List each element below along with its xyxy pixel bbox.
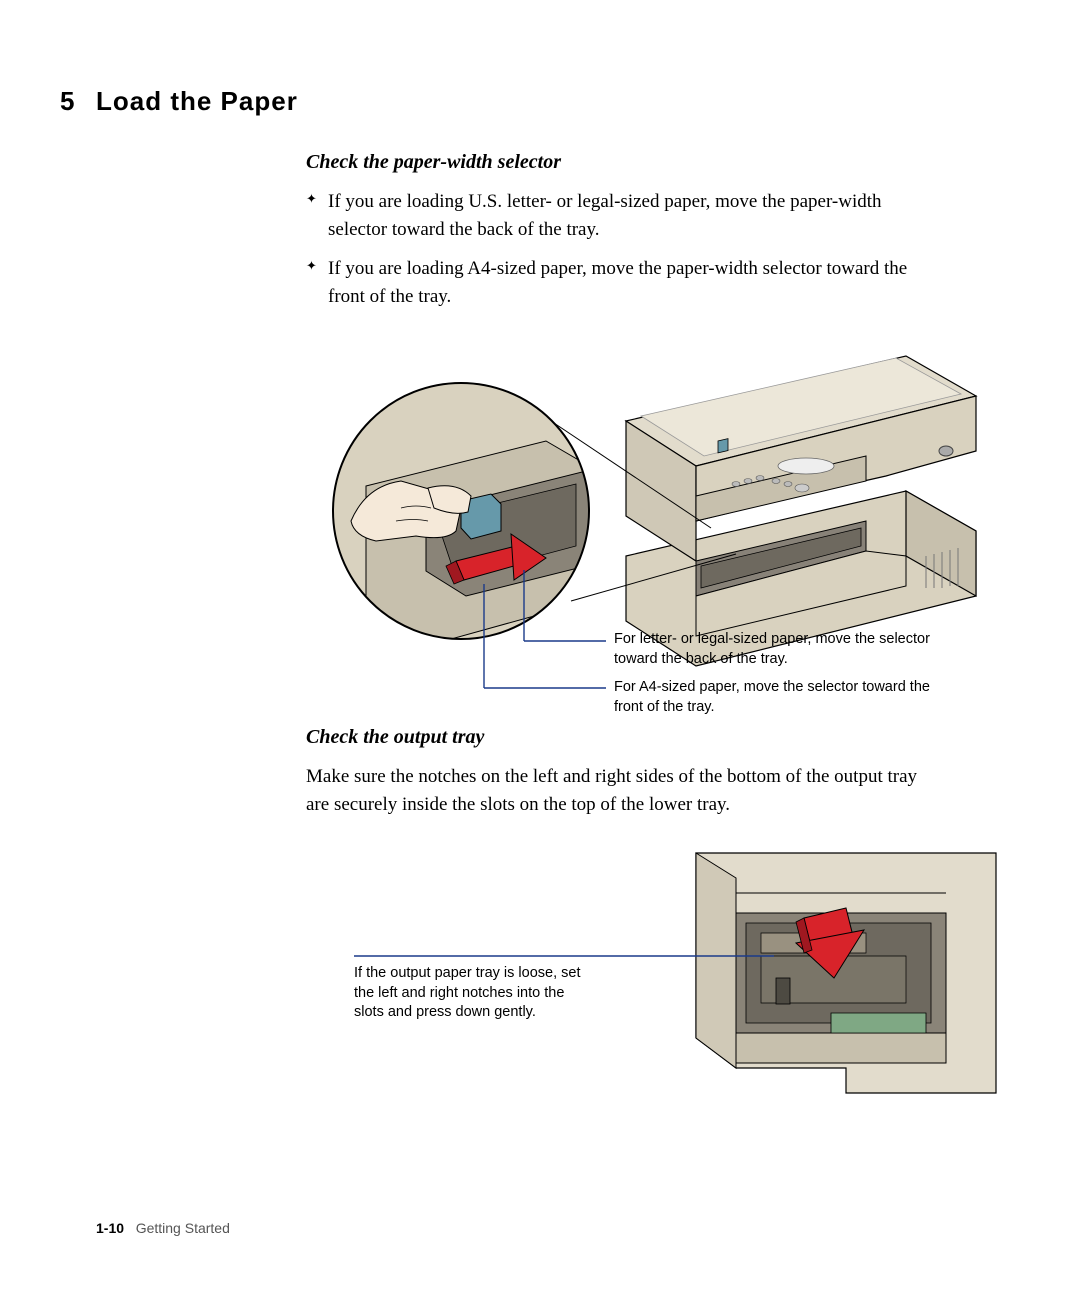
step-title: Load the Paper [96,86,298,116]
callout-a4: For A4-sized paper, move the selector to… [614,678,954,717]
subhead-output-tray: Check the output tray [306,726,936,749]
bullet-item: If you are loading A4-sized paper, move … [306,255,936,310]
bullet-list: If you are loading U.S. letter- or legal… [306,188,936,310]
figure-output-tray: If the output paper tray is loose, set t… [306,838,1006,1108]
bullet-item: If you are loading U.S. letter- or legal… [306,188,936,243]
para-output-tray: Make sure the notches on the left and ri… [306,763,936,818]
subhead-selector: Check the paper-width selector [306,151,936,174]
page-footer: 1-10 Getting Started [96,1220,230,1236]
page-number: 1-10 [96,1220,124,1236]
footer-section: Getting Started [136,1220,230,1236]
figure-paper-width-selector: For letter- or legal-sized paper, move t… [306,336,1006,726]
step-number: 5 [60,86,96,117]
step-heading: 5Load the Paper [60,86,984,117]
callout-letter-legal: For letter- or legal-sized paper, move t… [614,630,954,669]
callout-output-tray: If the output paper tray is loose, set t… [354,964,594,1023]
